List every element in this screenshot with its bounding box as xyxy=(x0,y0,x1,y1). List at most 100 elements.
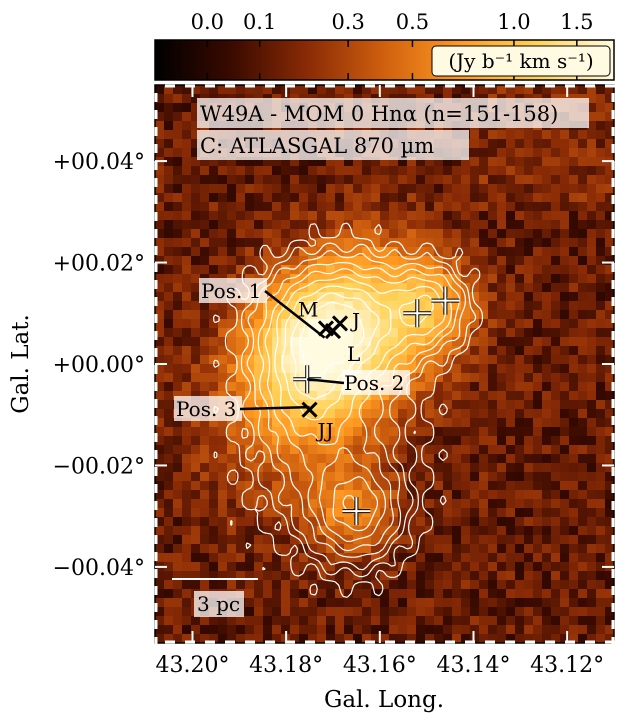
heatmap-cell xyxy=(272,454,282,464)
heatmap-cell xyxy=(452,328,462,338)
heatmap-cell xyxy=(164,382,174,392)
heatmap-cell xyxy=(605,175,614,185)
heatmap-cell xyxy=(362,544,372,554)
heatmap-cell xyxy=(173,94,183,104)
heatmap-cell xyxy=(569,400,579,410)
heatmap-cell xyxy=(353,85,363,95)
heatmap-cell xyxy=(308,463,318,473)
heatmap-cell xyxy=(155,346,165,356)
heatmap-cell xyxy=(353,274,363,284)
heatmap-cell xyxy=(488,544,498,554)
heatmap-cell xyxy=(290,265,300,275)
heatmap-cell xyxy=(344,562,354,572)
heatmap-cell xyxy=(425,616,435,626)
heatmap-cell xyxy=(551,562,561,572)
heatmap-cell xyxy=(155,85,165,95)
heatmap-cell xyxy=(317,454,327,464)
heatmap-cell xyxy=(407,175,417,185)
heatmap-cell xyxy=(380,238,390,248)
heatmap-cell xyxy=(578,355,588,365)
heatmap-cell xyxy=(560,409,570,419)
heatmap-cell xyxy=(191,121,201,131)
heatmap-cell xyxy=(560,337,570,347)
heatmap-cell xyxy=(416,535,426,545)
heatmap-cell xyxy=(326,274,336,284)
heatmap-cell xyxy=(416,562,426,572)
heatmap-cell xyxy=(362,229,372,239)
heatmap-cell xyxy=(407,355,417,365)
heatmap-cell xyxy=(434,625,444,635)
heatmap-cell xyxy=(218,346,228,356)
heatmap-cell xyxy=(308,229,318,239)
heatmap-cell xyxy=(587,454,597,464)
heatmap-cell xyxy=(596,436,606,446)
heatmap-cell xyxy=(191,148,201,158)
heatmap-cell xyxy=(290,328,300,338)
heatmap-cell xyxy=(191,274,201,284)
heatmap-cell xyxy=(515,598,525,608)
heatmap-cell xyxy=(407,193,417,203)
heatmap-cell xyxy=(353,634,363,643)
heatmap-cell xyxy=(542,337,552,347)
heatmap-cell xyxy=(326,166,336,176)
heatmap-cell xyxy=(254,301,264,311)
heatmap-cell xyxy=(173,283,183,293)
heatmap-cell xyxy=(299,463,309,473)
heatmap-cell xyxy=(245,184,255,194)
heatmap-cell xyxy=(506,166,516,176)
heatmap-cell xyxy=(425,454,435,464)
heatmap-cell xyxy=(470,562,480,572)
heatmap-cell xyxy=(227,211,237,221)
heatmap-cell xyxy=(254,598,264,608)
heatmap-cell xyxy=(272,490,282,500)
heatmap-cell xyxy=(191,625,201,635)
heatmap-cell xyxy=(299,571,309,581)
heatmap-cell xyxy=(272,571,282,581)
heatmap-cell xyxy=(191,571,201,581)
heatmap-cell xyxy=(425,211,435,221)
heatmap-cell xyxy=(263,364,273,374)
heatmap-cell xyxy=(173,337,183,347)
heatmap-cell xyxy=(218,454,228,464)
heatmap-cell xyxy=(533,184,543,194)
heatmap-cell xyxy=(479,454,489,464)
heatmap-cell xyxy=(470,454,480,464)
heatmap-cell xyxy=(263,256,273,266)
heatmap-cell xyxy=(497,544,507,554)
heatmap-cell xyxy=(245,265,255,275)
heatmap-cell xyxy=(542,346,552,356)
heatmap-cell xyxy=(155,175,165,185)
heatmap-cell xyxy=(371,427,381,437)
heatmap-cell xyxy=(182,319,192,329)
heatmap-cell xyxy=(272,238,282,248)
heatmap-cell xyxy=(281,517,291,527)
heatmap-cell xyxy=(272,211,282,221)
heatmap-cell xyxy=(191,544,201,554)
heatmap-cell xyxy=(578,598,588,608)
heatmap-cell xyxy=(452,166,462,176)
heatmap-cell xyxy=(497,139,507,149)
heatmap-cell xyxy=(560,607,570,617)
heatmap-cell xyxy=(308,166,318,176)
heatmap-cell xyxy=(362,256,372,266)
heatmap-cell xyxy=(182,94,192,104)
heatmap-cell xyxy=(488,625,498,635)
heatmap-cell xyxy=(461,607,471,617)
heatmap-cell xyxy=(254,238,264,248)
heatmap-cell xyxy=(461,553,471,563)
heatmap-cell xyxy=(200,526,210,536)
x-tick-label: 43.12° xyxy=(530,653,604,678)
heatmap-cell xyxy=(155,436,165,446)
heatmap-cell xyxy=(200,229,210,239)
heatmap-cell xyxy=(578,310,588,320)
heatmap-cell xyxy=(470,418,480,428)
heatmap-cell xyxy=(389,436,399,446)
heatmap-cell xyxy=(596,283,606,293)
heatmap-cell xyxy=(497,418,507,428)
heatmap-cell xyxy=(155,463,165,473)
heatmap-cell xyxy=(353,553,363,563)
heatmap-cell xyxy=(560,427,570,437)
heatmap-cell xyxy=(155,382,165,392)
heatmap-cell xyxy=(506,247,516,257)
heatmap-cell xyxy=(317,625,327,635)
